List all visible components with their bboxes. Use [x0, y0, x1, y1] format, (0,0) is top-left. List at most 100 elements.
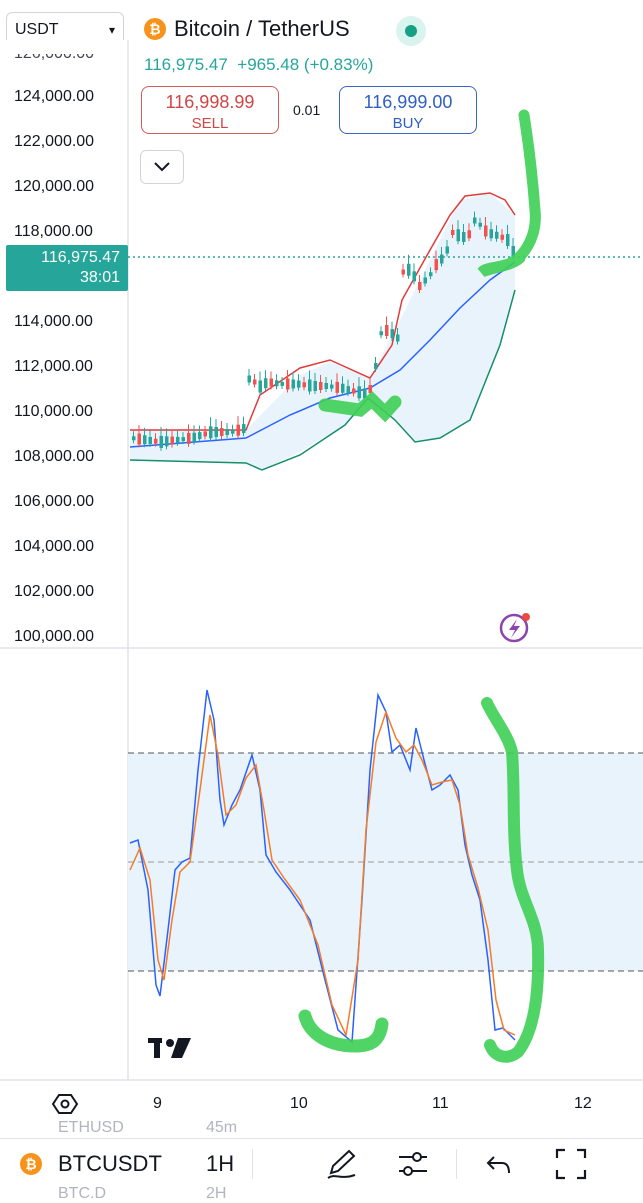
- candle-body: [132, 436, 136, 441]
- undo-icon[interactable]: [484, 1149, 514, 1179]
- candle-body: [264, 378, 268, 389]
- market-open-icon: [396, 16, 426, 46]
- candle-body: [396, 334, 400, 342]
- sell-button[interactable]: 116,998.99 SELL: [141, 86, 279, 134]
- candle-body: [506, 234, 510, 246]
- chevron-down-icon: ▾: [108, 23, 115, 37]
- price-axis-label: 112,000.00: [14, 358, 93, 375]
- bitcoin-icon: ₿: [20, 1153, 42, 1175]
- candle-body: [247, 375, 251, 383]
- price-axis-label: 122,000.00: [14, 133, 95, 150]
- background-symbol: ETHUSD: [58, 1119, 124, 1136]
- fullscreen-icon[interactable]: [554, 1147, 588, 1181]
- settings-icon[interactable]: [51, 1094, 79, 1114]
- candle-body: [407, 263, 411, 276]
- candle-body: [412, 271, 416, 282]
- candle-body: [489, 229, 493, 239]
- buy-label: BUY: [392, 115, 424, 132]
- price-axis[interactable]: 124,000.00 122,000.00 120,000.00 118,000…: [0, 0, 128, 648]
- candle-body: [368, 385, 372, 393]
- candle-body: [225, 429, 229, 435]
- background-interval-2: 2H: [206, 1185, 227, 1202]
- quote-currency-value: USDT: [15, 21, 59, 38]
- candle-body: [346, 386, 350, 394]
- candle-body: [148, 436, 152, 444]
- time-axis-label: 11: [432, 1095, 449, 1112]
- candle-body: [313, 381, 317, 391]
- candle-body: [192, 432, 196, 442]
- candle-body: [302, 382, 306, 388]
- candle-body: [231, 429, 235, 434]
- bollinger-basis: [129, 261, 516, 448]
- order-quantity: 0.01: [293, 102, 321, 118]
- candle-body: [308, 379, 312, 392]
- candle-body: [401, 269, 405, 275]
- draw-icon[interactable]: [325, 1147, 359, 1181]
- candle-body: [374, 363, 378, 369]
- symbol-button[interactable]: BTCUSDT: [58, 1151, 162, 1176]
- stoch-d-line: [129, 709, 516, 1038]
- price-axis-label: 110,000.00: [14, 403, 93, 420]
- highlight-mark-bottom-right: [481, 697, 545, 1063]
- candle-body: [159, 435, 163, 448]
- candle-body: [203, 431, 207, 437]
- price-axis-label: 106,000.00: [14, 493, 95, 510]
- tradingview-logo: [148, 1038, 191, 1058]
- price-axis-label: 102,000.00: [14, 583, 95, 600]
- indicators-icon[interactable]: [396, 1147, 430, 1181]
- candle-body: [319, 382, 323, 390]
- candle-body: [390, 329, 394, 339]
- candle-body: [434, 259, 438, 271]
- buy-price: 116,999.00: [363, 92, 453, 112]
- price-axis-label: 100,000.00: [14, 628, 95, 645]
- bottom-toolbar: ETHUSD 45m BTC.D 2H ₿ BTCUSDT 1H: [0, 1119, 643, 1202]
- stoch-range-fill: [128, 753, 643, 971]
- collapse-trade-panel-button[interactable]: [140, 150, 184, 184]
- candle-body: [214, 427, 218, 437]
- time-axis-label: 12: [574, 1095, 592, 1112]
- candle-body: [198, 432, 202, 440]
- candle-body: [154, 438, 158, 444]
- candle-body: [236, 424, 240, 436]
- candle-body: [363, 388, 367, 399]
- candle-body: [456, 229, 460, 242]
- candle-body: [187, 432, 191, 444]
- price-axis-label: 104,000.00: [14, 538, 95, 555]
- candle-body: [478, 222, 482, 227]
- lightning-icon[interactable]: [499, 613, 530, 643]
- pair-title[interactable]: ₿ Bitcoin / TetherUS: [144, 16, 350, 42]
- candle-body: [143, 435, 147, 445]
- interval-button[interactable]: 1H: [206, 1151, 235, 1176]
- sell-price: 116,998.99: [165, 92, 255, 112]
- candle-body: [418, 282, 422, 290]
- candle-body: [511, 246, 515, 256]
- candle-body: [467, 230, 471, 239]
- bitcoin-icon: ₿: [144, 18, 166, 40]
- highlight-mark-bottom-left: [298, 1009, 389, 1053]
- highlight-mark-top: [477, 109, 541, 278]
- candle-body: [181, 437, 185, 442]
- candle-body: [462, 232, 466, 242]
- bollinger-band-fill: [130, 193, 515, 470]
- price-axis-label: 120,000.00: [14, 178, 95, 195]
- candle-body: [242, 424, 246, 434]
- buy-button[interactable]: 116,999.00 BUY: [339, 86, 477, 134]
- candle-body: [286, 378, 290, 390]
- highlight-mark-middle: [318, 391, 402, 423]
- candle-body: [165, 436, 169, 447]
- candle-body: [220, 428, 224, 436]
- candle-body: [500, 234, 504, 240]
- price-axis-label: 118,000.00: [14, 223, 93, 240]
- candle-body: [275, 380, 279, 387]
- candle-body: [324, 383, 328, 389]
- candle-body: [330, 384, 334, 389]
- bollinger-upper-band: [130, 192, 516, 431]
- candle-body: [137, 433, 141, 445]
- candle-body: [352, 388, 356, 394]
- candle-body: [170, 436, 174, 445]
- background-symbol-2: BTC.D: [58, 1185, 106, 1202]
- time-axis-label: 10: [290, 1095, 308, 1112]
- last-price-value: 116,975.47: [41, 249, 120, 266]
- candle-body: [291, 379, 295, 389]
